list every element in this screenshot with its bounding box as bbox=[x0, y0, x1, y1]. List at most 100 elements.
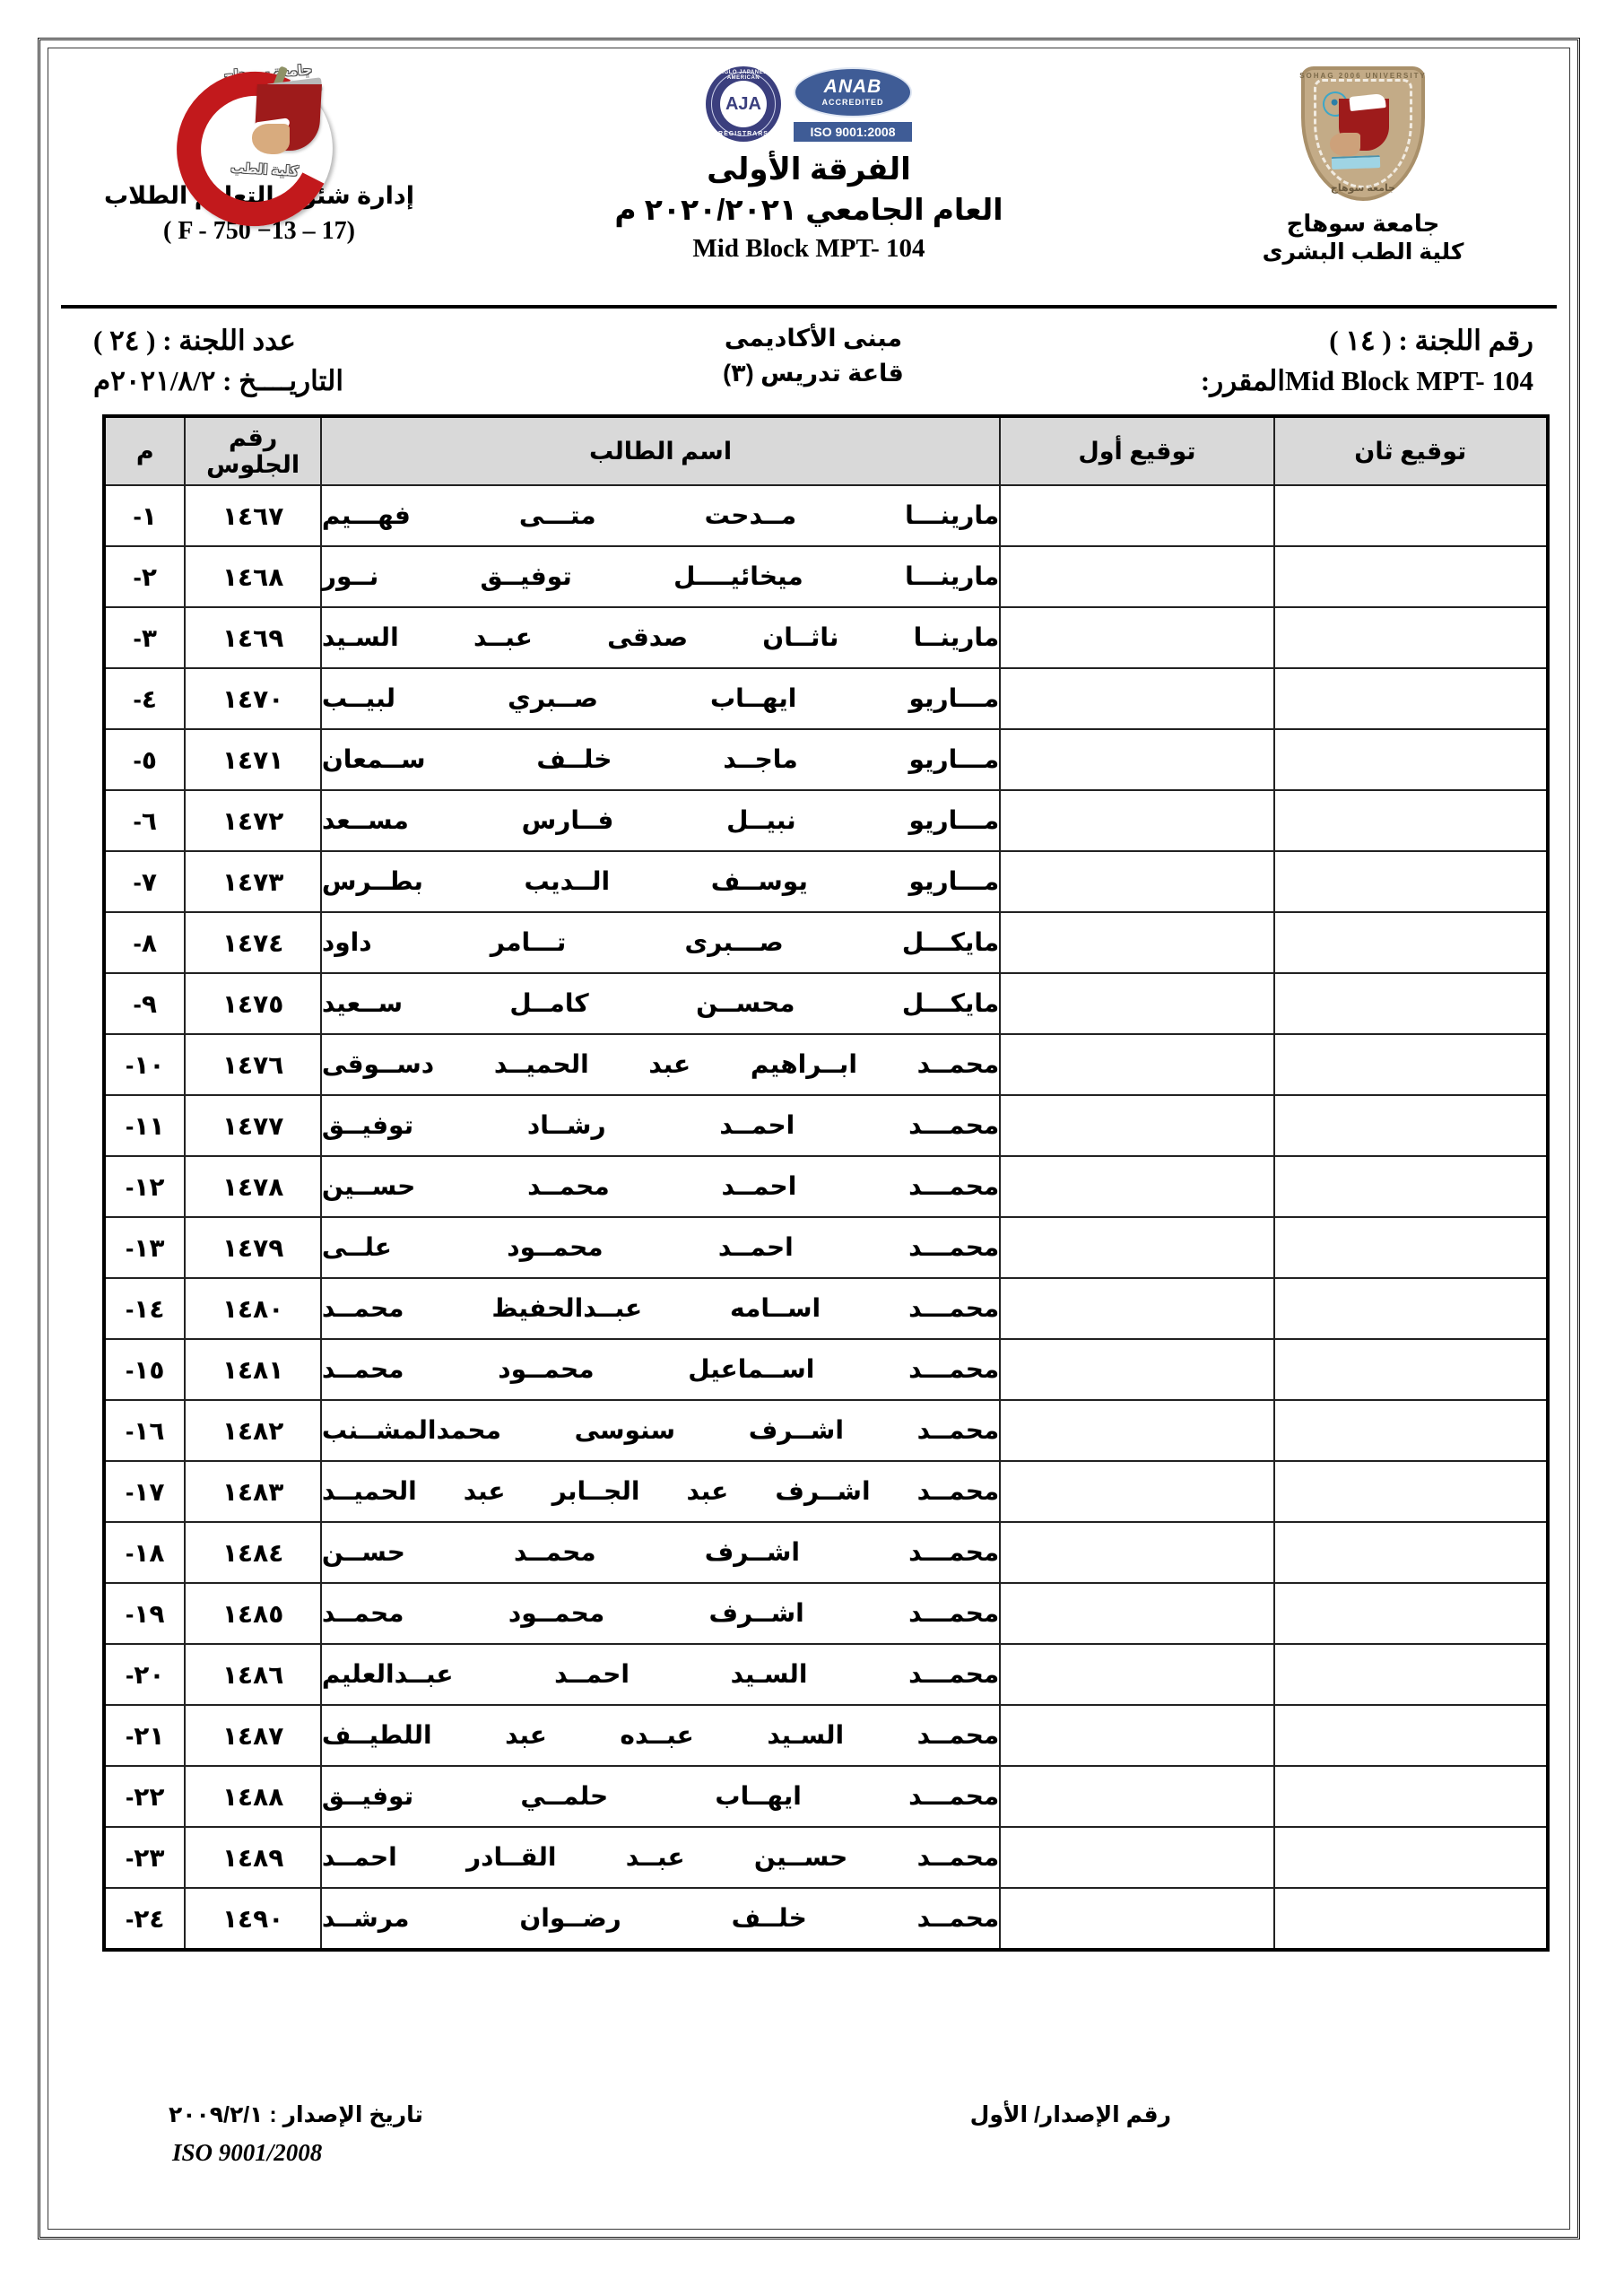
cell-signature-one[interactable] bbox=[999, 1704, 1275, 1767]
cell-seat-number: ١٤٧٠ bbox=[184, 667, 322, 730]
cell-seat-number: ١٤٨٨ bbox=[184, 1765, 322, 1828]
cell-signature-two[interactable] bbox=[1272, 1643, 1550, 1706]
building-name: مبنى الأكاديمى bbox=[724, 325, 903, 352]
cell-signature-one[interactable] bbox=[999, 545, 1275, 608]
cell-seat-number: ١٤٨٦ bbox=[184, 1643, 322, 1706]
footer-left-block: تاريخ الإصدار : ٢٠٠٩/٢/١ ISO 9001/2008 bbox=[169, 2101, 423, 2167]
cell-student-name: مـــاريو ماجــد خلــف ســمعان bbox=[319, 728, 1002, 791]
course-line: Mid Block MPT- 104المقرر: bbox=[1054, 361, 1533, 402]
cell-signature-one[interactable] bbox=[999, 667, 1275, 730]
cell-signature-one[interactable] bbox=[999, 728, 1275, 791]
anab-wordmark: ANAB bbox=[823, 76, 882, 97]
cell-student-name: مـــاريو يوســف الــديب بطــرس bbox=[319, 850, 1002, 913]
cell-signature-one[interactable] bbox=[999, 606, 1275, 669]
column-header-signature-one: توقيع أول bbox=[999, 415, 1275, 486]
cell-seat-number: ١٤٧٩ bbox=[184, 1216, 322, 1279]
sohag-university-crest-icon: SOHAG 2006 UNIVERSITY جامعة سوهاج bbox=[1283, 63, 1443, 208]
table-row: محمــد السـيد عبــده عبد اللطيــف ١٤٨٧ ٢١- bbox=[102, 1704, 1550, 1767]
cell-signature-two[interactable] bbox=[1272, 1216, 1550, 1279]
cell-signature-one[interactable] bbox=[999, 1277, 1275, 1340]
cell-signature-two[interactable] bbox=[1272, 484, 1550, 547]
cell-signature-one[interactable] bbox=[999, 1643, 1275, 1706]
form-code: ( F - 750 −13 – 17) bbox=[163, 217, 355, 246]
cell-signature-two[interactable] bbox=[1272, 1521, 1550, 1584]
cell-signature-one[interactable] bbox=[999, 1033, 1275, 1096]
crest-book-icon bbox=[1331, 155, 1381, 170]
cell-signature-one[interactable] bbox=[999, 911, 1275, 974]
cell-signature-one[interactable] bbox=[999, 1521, 1275, 1584]
table-row: مـــاريو نبيــل فــارس مســعد ١٤٧٢ ٦- bbox=[102, 789, 1550, 852]
cell-seat-number: ١٤٨١ bbox=[184, 1338, 322, 1401]
cell-signature-one[interactable] bbox=[999, 1460, 1275, 1523]
cell-signature-two[interactable] bbox=[1272, 1765, 1550, 1828]
cell-signature-two[interactable] bbox=[1272, 728, 1550, 791]
crest-shield-inner bbox=[1314, 79, 1412, 188]
cell-signature-one[interactable] bbox=[999, 850, 1275, 913]
cell-signature-one[interactable] bbox=[999, 1338, 1275, 1401]
cell-signature-two[interactable] bbox=[1272, 1704, 1550, 1767]
cell-signature-two[interactable] bbox=[1272, 606, 1550, 669]
cell-signature-two[interactable] bbox=[1272, 911, 1550, 974]
cell-signature-two[interactable] bbox=[1272, 1094, 1550, 1157]
cell-signature-two[interactable] bbox=[1272, 1277, 1550, 1340]
cell-signature-two[interactable] bbox=[1272, 1826, 1550, 1889]
column-header-signature-two: توقيع ثان bbox=[1272, 415, 1550, 486]
cell-index: ١١- bbox=[102, 1094, 187, 1157]
info-left-column: عدد اللجنة : ( ٢٤ ) التاريــــخ : ٢٠٢١/٨… bbox=[61, 317, 573, 405]
cell-signature-one[interactable] bbox=[999, 1582, 1275, 1645]
cell-signature-two[interactable] bbox=[1272, 667, 1550, 730]
masthead-center-block: ANAB ACCREDITED ISO 9001:2008 ANGLO JAPA… bbox=[470, 61, 1148, 264]
cell-signature-one[interactable] bbox=[999, 1155, 1275, 1218]
cell-signature-one[interactable] bbox=[999, 1826, 1275, 1889]
crest-face-icon bbox=[1330, 133, 1360, 156]
cell-signature-two[interactable] bbox=[1272, 850, 1550, 913]
document-title-course-code: Mid Block MPT- 104 bbox=[692, 234, 925, 264]
cell-index: ٥- bbox=[102, 728, 187, 791]
masthead-right-block: SOHAG 2006 UNIVERSITY جامعة سوهاج جامعة … bbox=[1175, 61, 1551, 265]
document-title-academic-year: العام الجامعي ٢٠٢٠/٢٠٢١ م bbox=[614, 192, 1003, 226]
table-head: توقيع ثان توقيع أول اسم الطالب رقم الجلوس… bbox=[102, 415, 1550, 486]
cell-signature-one[interactable] bbox=[999, 1399, 1275, 1462]
cell-index: ٢٤- bbox=[102, 1887, 187, 1951]
cell-signature-two[interactable] bbox=[1272, 1582, 1550, 1645]
cell-signature-two[interactable] bbox=[1272, 545, 1550, 608]
cell-index: ٢٢- bbox=[102, 1765, 187, 1828]
cell-signature-one[interactable] bbox=[999, 484, 1275, 547]
cell-signature-two[interactable] bbox=[1272, 1460, 1550, 1523]
cell-index: ١٨- bbox=[102, 1521, 187, 1584]
faculty-of-medicine-logo-icon: جامعة سوهاج كلية الطب bbox=[156, 51, 353, 247]
column-header-student-name: اسم الطالب bbox=[319, 415, 1002, 486]
cell-signature-one[interactable] bbox=[999, 1765, 1275, 1828]
cell-seat-number: ١٤٨٧ bbox=[184, 1704, 322, 1767]
committee-number: رقم اللجنة : ( ١٤ ) bbox=[1329, 325, 1533, 356]
cell-index: ١٩- bbox=[102, 1582, 187, 1645]
cell-signature-two[interactable] bbox=[1272, 972, 1550, 1035]
aja-registrars-icon: ANGLO JAPANESE AMERICAN AJA REGISTRARS bbox=[706, 66, 781, 142]
cell-signature-two[interactable] bbox=[1272, 1887, 1550, 1951]
cell-signature-two[interactable] bbox=[1272, 789, 1550, 852]
cell-signature-two[interactable] bbox=[1272, 1033, 1550, 1096]
cell-index: ٨- bbox=[102, 911, 187, 974]
cell-signature-one[interactable] bbox=[999, 1216, 1275, 1279]
cell-index: ٩- bbox=[102, 972, 187, 1035]
cell-seat-number: ١٤٦٩ bbox=[184, 606, 322, 669]
table-row: مارينــا ناثــان صدقى عبــد السـيد ١٤٦٩ ٣- bbox=[102, 606, 1550, 669]
cell-signature-one[interactable] bbox=[999, 972, 1275, 1035]
cell-signature-one[interactable] bbox=[999, 1887, 1275, 1951]
cell-student-name: محمـــد اســماعيل محمــود محمــد bbox=[319, 1338, 1002, 1401]
table-row: محمـــد اســامه عبــدالحفيظ محمــد ١٤٨٠ ١٤… bbox=[102, 1277, 1550, 1340]
cell-seat-number: ١٤٧٢ bbox=[184, 789, 322, 852]
cell-seat-number: ١٤٨٠ bbox=[184, 1277, 322, 1340]
cell-signature-two[interactable] bbox=[1272, 1155, 1550, 1218]
cell-student-name: مـــاريو ايهــاب صــبري لبيــب bbox=[319, 667, 1002, 730]
cell-signature-two[interactable] bbox=[1272, 1399, 1550, 1462]
cell-signature-two[interactable] bbox=[1272, 1338, 1550, 1401]
cell-index: ٢٠- bbox=[102, 1643, 187, 1706]
cell-index: ١- bbox=[102, 484, 187, 547]
cell-signature-one[interactable] bbox=[999, 1094, 1275, 1157]
table-row: محمـــد احمــد محمــد حســين ١٤٧٨ ١٢- bbox=[102, 1155, 1550, 1218]
cell-student-name: محمــد السـيد عبــده عبد اللطيــف bbox=[319, 1704, 1002, 1767]
cell-signature-one[interactable] bbox=[999, 789, 1275, 852]
cell-index: ١٤- bbox=[102, 1277, 187, 1340]
table-row: مـــاريو يوســف الــديب بطــرس ١٤٧٣ ٧- bbox=[102, 850, 1550, 913]
